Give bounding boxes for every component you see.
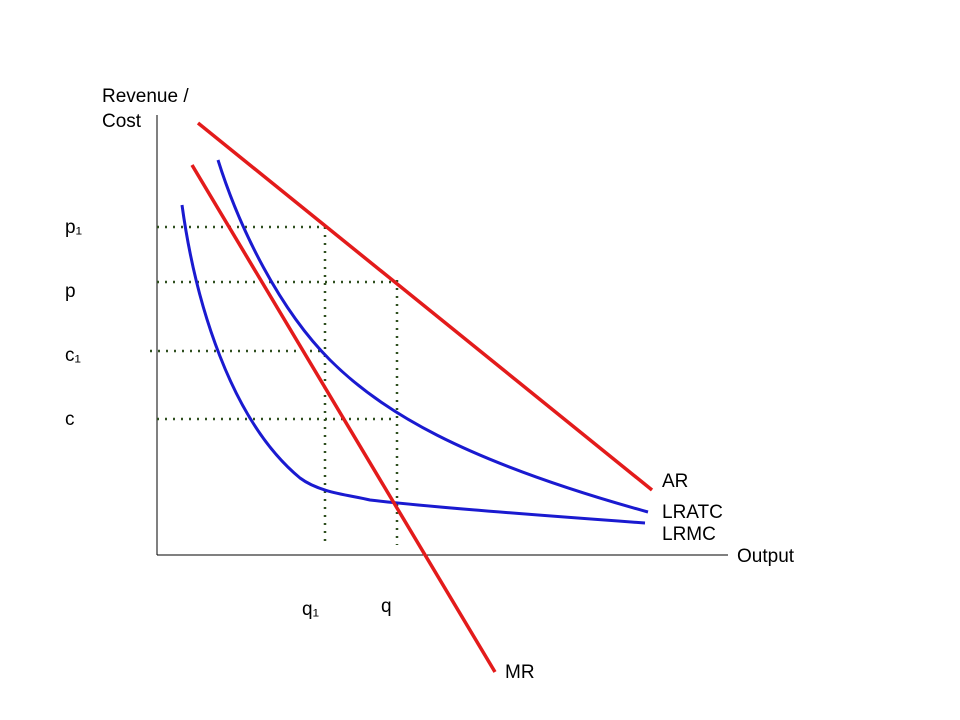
ar-line bbox=[196, 121, 654, 492]
price-label: c bbox=[65, 409, 75, 430]
curve-label: LRMC bbox=[662, 524, 716, 545]
x-axis-label: Output bbox=[737, 546, 795, 567]
lrmc-curve bbox=[180, 204, 646, 525]
quantity-label: q₁ bbox=[302, 599, 319, 620]
mr-line bbox=[190, 164, 497, 673]
y-axis-label: Cost bbox=[102, 111, 142, 132]
price-label: c₁ bbox=[65, 345, 81, 366]
curve-label: MR bbox=[505, 662, 535, 683]
price-label: p bbox=[65, 281, 76, 302]
price-label: p₁ bbox=[65, 217, 82, 238]
curve-label: LRATC bbox=[662, 502, 723, 523]
quantity-label: q bbox=[381, 596, 392, 617]
y-axis-label: Revenue / bbox=[102, 86, 189, 107]
curve-label: AR bbox=[662, 471, 688, 492]
lratc-curve bbox=[216, 159, 649, 514]
